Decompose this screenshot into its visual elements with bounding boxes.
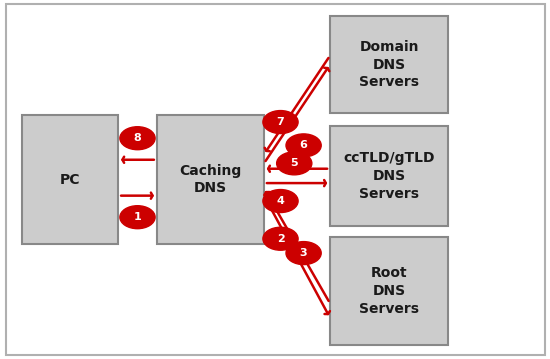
Text: PC: PC (60, 173, 80, 186)
Text: Caching
DNS: Caching DNS (179, 164, 241, 195)
Text: Domain
DNS
Servers: Domain DNS Servers (359, 40, 419, 89)
FancyBboxPatch shape (330, 237, 448, 345)
Circle shape (263, 190, 298, 213)
Text: 1: 1 (134, 212, 141, 222)
Text: 5: 5 (290, 158, 298, 168)
Circle shape (263, 111, 298, 134)
Circle shape (120, 206, 155, 229)
Circle shape (286, 242, 321, 265)
FancyBboxPatch shape (330, 16, 448, 113)
FancyBboxPatch shape (22, 115, 118, 244)
Text: Root
DNS
Servers: Root DNS Servers (359, 266, 419, 316)
Circle shape (286, 134, 321, 157)
Circle shape (263, 227, 298, 250)
FancyBboxPatch shape (157, 115, 264, 244)
Text: 2: 2 (277, 234, 284, 244)
Text: 6: 6 (300, 140, 307, 150)
Circle shape (277, 152, 312, 175)
Text: 7: 7 (277, 117, 284, 127)
Text: 4: 4 (277, 196, 284, 206)
Text: ccTLD/gTLD
DNS
Servers: ccTLD/gTLD DNS Servers (343, 151, 435, 201)
Text: 3: 3 (300, 248, 307, 258)
Circle shape (120, 127, 155, 150)
FancyBboxPatch shape (330, 126, 448, 226)
Text: 8: 8 (134, 133, 141, 143)
